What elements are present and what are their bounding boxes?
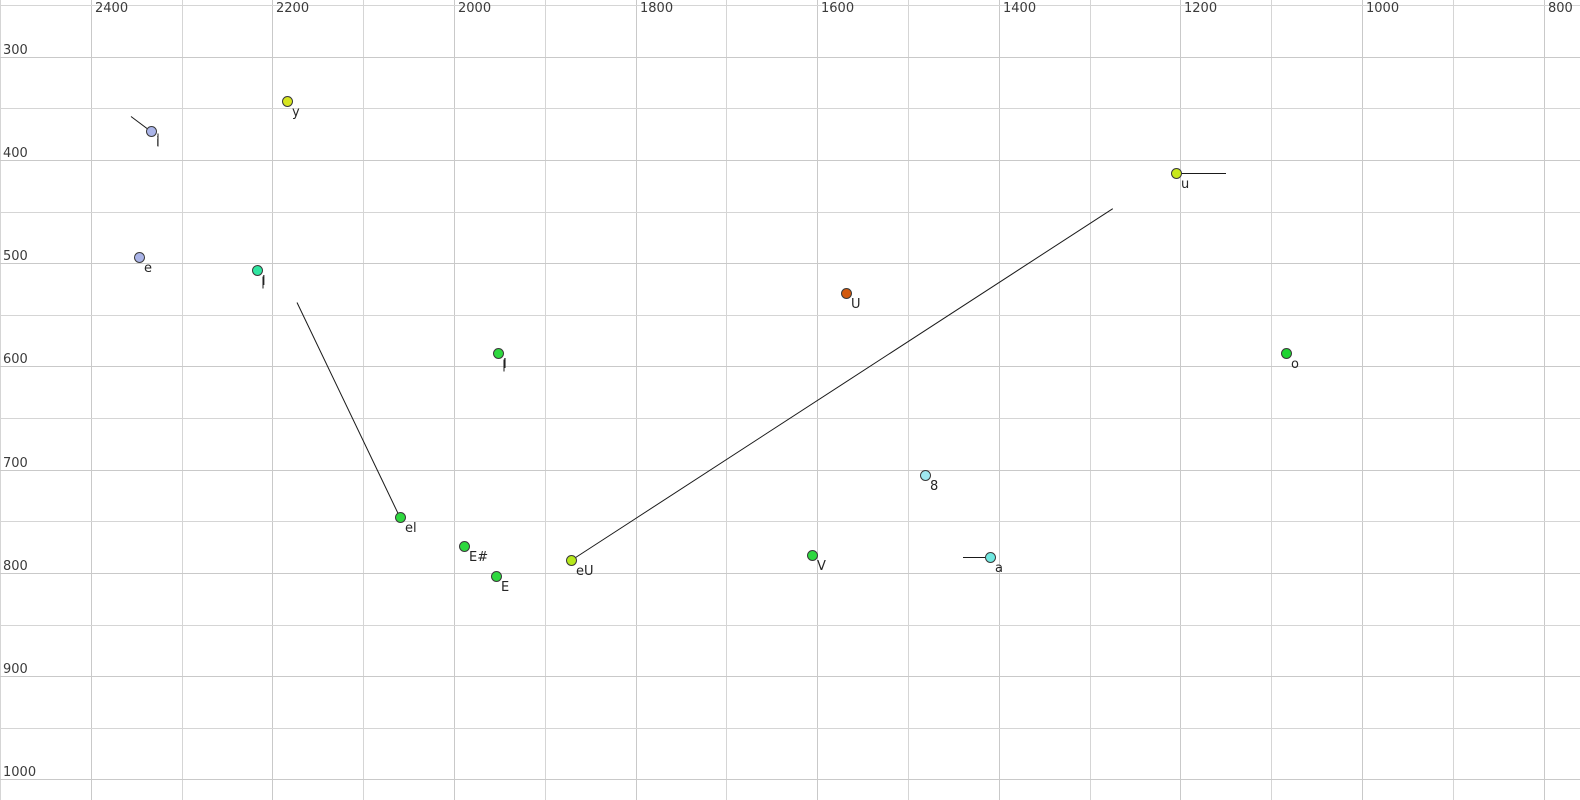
gridline-horizontal bbox=[0, 263, 1580, 264]
gridline-horizontal bbox=[0, 212, 1580, 213]
data-point[interactable] bbox=[146, 126, 157, 137]
data-point-label: V bbox=[817, 559, 826, 574]
gridline-horizontal bbox=[0, 160, 1580, 161]
gridline-vertical bbox=[545, 0, 546, 800]
x-tick-label: 1600 bbox=[821, 1, 855, 16]
gridline-vertical bbox=[272, 0, 273, 800]
segment-ascending bbox=[570, 208, 1114, 561]
data-point-label: eU bbox=[576, 564, 594, 579]
data-point-label: a bbox=[995, 561, 1003, 576]
data-point[interactable] bbox=[1281, 348, 1292, 359]
gridline-horizontal bbox=[0, 315, 1580, 316]
gridline-horizontal bbox=[0, 470, 1580, 471]
data-point[interactable] bbox=[566, 555, 577, 566]
data-point[interactable] bbox=[985, 552, 996, 563]
data-point[interactable] bbox=[920, 470, 931, 481]
gridline-vertical bbox=[1362, 0, 1363, 800]
data-point-label: el bbox=[405, 521, 417, 536]
gridline-horizontal bbox=[0, 57, 1580, 58]
gridline-vertical bbox=[1453, 0, 1454, 800]
gridline-horizontal bbox=[0, 366, 1580, 367]
y-tick-label: 800 bbox=[3, 559, 28, 574]
data-point-label: U bbox=[851, 297, 861, 312]
gridline-vertical bbox=[726, 0, 727, 800]
gridline-vertical bbox=[91, 0, 92, 800]
x-tick-label: 800 bbox=[1548, 1, 1573, 16]
x-tick-label: 2400 bbox=[95, 1, 129, 16]
data-point[interactable] bbox=[491, 571, 502, 582]
data-point-label: l bbox=[262, 274, 266, 289]
segment-u bbox=[1176, 173, 1226, 174]
data-point-label: I bbox=[503, 357, 507, 372]
data-point-label: e bbox=[144, 261, 152, 276]
gridline-vertical bbox=[908, 0, 909, 800]
gridline-horizontal bbox=[0, 5, 1580, 6]
gridline-horizontal bbox=[0, 625, 1580, 626]
data-point-label: 8 bbox=[930, 479, 939, 494]
gridline-vertical bbox=[1544, 0, 1545, 800]
x-tick-label: 1400 bbox=[1003, 1, 1037, 16]
y-tick-label: 500 bbox=[3, 249, 28, 264]
data-point[interactable] bbox=[841, 288, 852, 299]
data-point[interactable] bbox=[1171, 168, 1182, 179]
data-point-label: E bbox=[501, 580, 510, 595]
data-point[interactable] bbox=[134, 252, 145, 263]
gridline-vertical bbox=[999, 0, 1000, 800]
data-point[interactable] bbox=[282, 96, 293, 107]
y-tick-label: 900 bbox=[3, 662, 28, 677]
gridline-vertical bbox=[182, 0, 183, 800]
gridline-horizontal bbox=[0, 573, 1580, 574]
data-point[interactable] bbox=[459, 541, 470, 552]
y-tick-label: 400 bbox=[3, 146, 28, 161]
gridline-vertical bbox=[454, 0, 455, 800]
segment-descending bbox=[296, 302, 401, 518]
data-point-label: y bbox=[292, 105, 300, 120]
data-point-label: i bbox=[156, 135, 160, 150]
x-tick-label: 1200 bbox=[1184, 1, 1218, 16]
gridline-vertical bbox=[1180, 0, 1181, 800]
y-tick-label: 600 bbox=[3, 352, 28, 367]
x-tick-label: 1800 bbox=[640, 1, 674, 16]
y-tick-label: 1000 bbox=[3, 765, 37, 780]
data-point[interactable] bbox=[493, 348, 504, 359]
x-tick-label: 2000 bbox=[458, 1, 492, 16]
y-tick-label: 300 bbox=[3, 43, 28, 58]
gridline-horizontal bbox=[0, 521, 1580, 522]
data-point[interactable] bbox=[252, 265, 263, 276]
data-point-label: o bbox=[1291, 357, 1299, 372]
gridline-horizontal bbox=[0, 676, 1580, 677]
gridline-vertical bbox=[0, 0, 1, 800]
gridline-vertical bbox=[363, 0, 364, 800]
y-tick-label: 700 bbox=[3, 456, 28, 471]
data-point-label: u bbox=[1181, 177, 1190, 192]
gridline-vertical bbox=[1271, 0, 1272, 800]
segment-a bbox=[963, 557, 990, 558]
gridline-horizontal bbox=[0, 108, 1580, 109]
gridline-vertical bbox=[1090, 0, 1091, 800]
data-point[interactable] bbox=[807, 550, 818, 561]
data-point[interactable] bbox=[395, 512, 406, 523]
gridline-horizontal bbox=[0, 779, 1580, 780]
gridline-horizontal bbox=[0, 728, 1580, 729]
data-point-label: E# bbox=[469, 550, 489, 565]
x-tick-label: 2200 bbox=[276, 1, 310, 16]
gridline-vertical bbox=[636, 0, 637, 800]
x-tick-label: 1000 bbox=[1366, 1, 1400, 16]
